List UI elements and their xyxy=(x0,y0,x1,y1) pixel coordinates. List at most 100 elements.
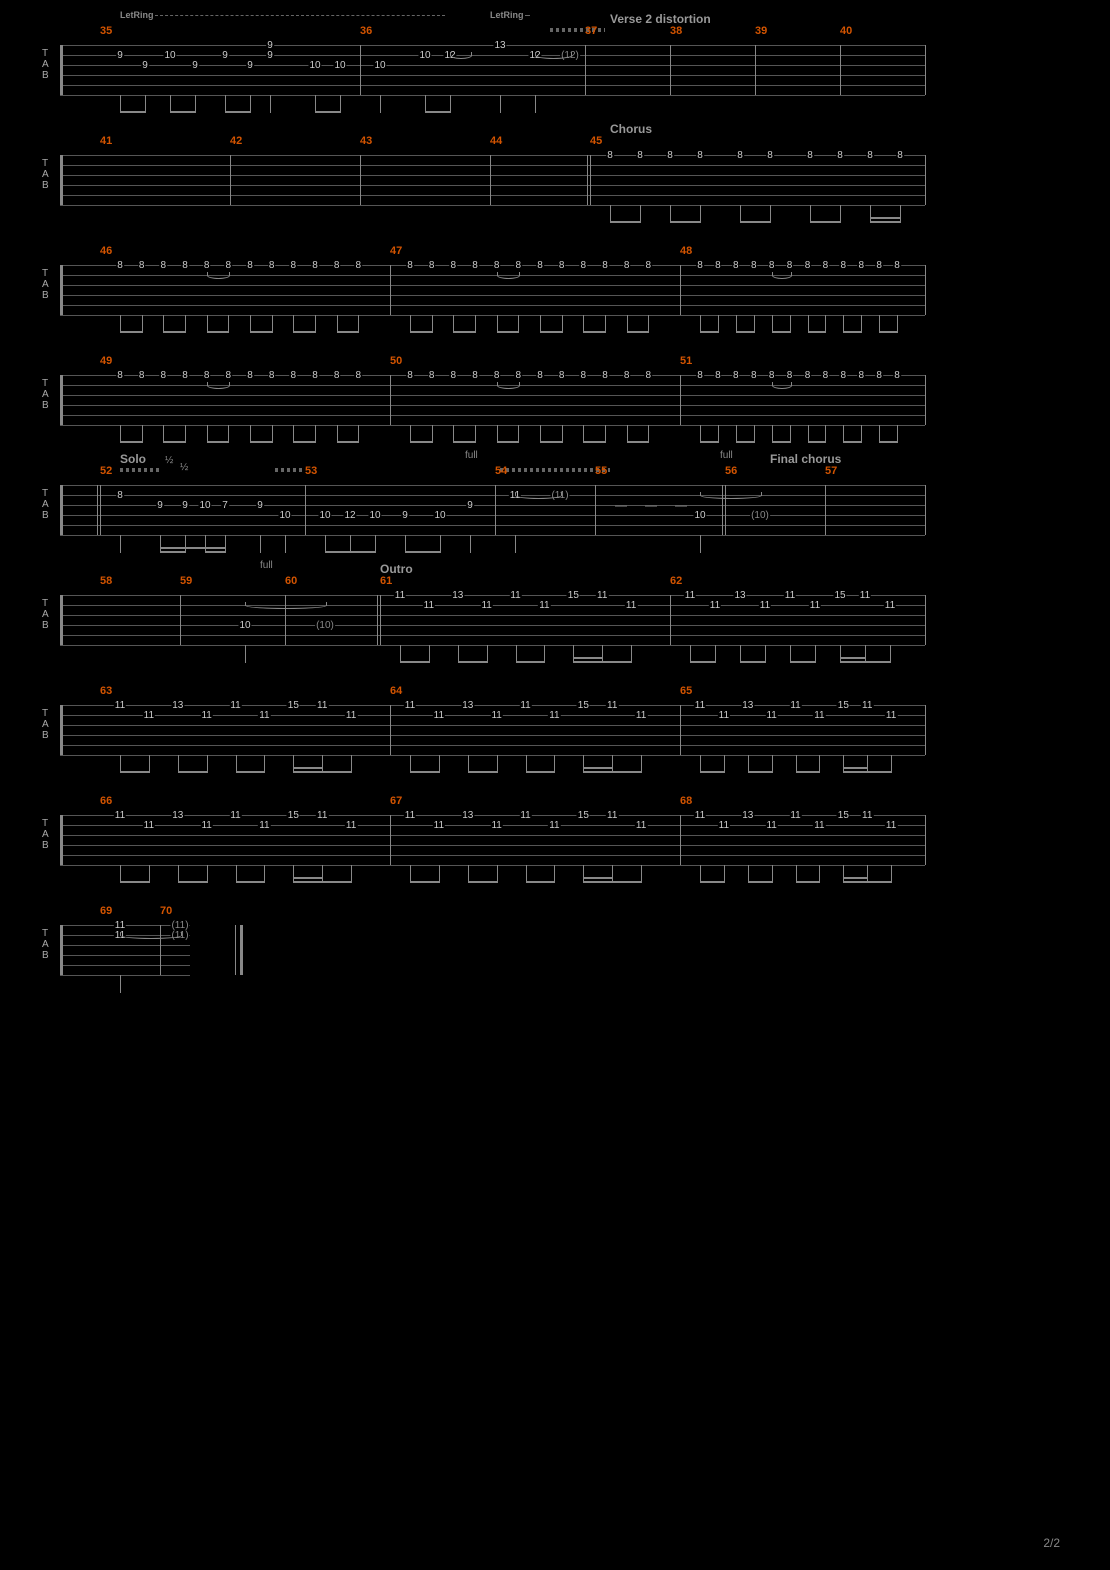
note-stem xyxy=(648,315,649,333)
note-stem xyxy=(440,535,441,553)
note-stem xyxy=(470,535,471,553)
barline xyxy=(390,375,391,425)
fret-number: 8 xyxy=(786,260,794,271)
tab-staff: TAB6311111311111115111164111113111111151… xyxy=(50,700,925,760)
fret-number: 8 xyxy=(580,370,588,381)
beam xyxy=(207,441,229,443)
beam xyxy=(526,771,555,773)
measure-number: 52 xyxy=(100,465,112,477)
fret-number: 11 xyxy=(143,820,155,831)
beam xyxy=(405,551,440,553)
barline-double xyxy=(377,595,378,645)
fret-number: 11 xyxy=(784,590,796,601)
barline xyxy=(360,155,361,205)
note-stem xyxy=(718,425,719,443)
fret-number: 11 xyxy=(229,700,241,711)
fret-number: 10 xyxy=(238,620,251,631)
stems-layer xyxy=(60,975,190,1000)
note-stem xyxy=(562,425,563,443)
fret-number: 8 xyxy=(875,260,883,271)
measure-number: 56 xyxy=(725,465,737,477)
barline xyxy=(585,45,586,95)
beam xyxy=(808,331,826,333)
string-line xyxy=(60,955,190,956)
beam xyxy=(627,331,649,333)
tab-system: ChorusTAB41424344458888888888 xyxy=(50,150,1060,210)
barline xyxy=(670,595,671,645)
fret-number: 13 xyxy=(741,700,754,711)
beam xyxy=(670,221,700,223)
fret-number: 11 xyxy=(143,710,155,721)
fret-number: 11 xyxy=(200,820,212,831)
barline xyxy=(230,155,231,205)
fret-number: 15 xyxy=(837,810,850,821)
note-stem xyxy=(272,315,273,333)
fret-number: 10 xyxy=(368,510,381,521)
fret-number: 11 xyxy=(709,600,721,611)
fret-number: 11 xyxy=(813,710,825,721)
note-stem xyxy=(790,425,791,443)
measure-number: 42 xyxy=(230,135,242,147)
letring-label: LetRing xyxy=(120,10,154,20)
vibrato-wavy xyxy=(120,468,160,472)
barline xyxy=(390,815,391,865)
fret-number: 11 xyxy=(509,590,521,601)
fret-number: 8 xyxy=(406,370,414,381)
bend-label: ½ xyxy=(180,462,188,473)
fret-number: 15 xyxy=(287,810,300,821)
measure-number: 57 xyxy=(825,465,837,477)
fret-number: 11 xyxy=(789,700,801,711)
beam xyxy=(410,881,439,883)
note-stem xyxy=(225,535,226,553)
barline xyxy=(925,265,926,315)
note-stem xyxy=(450,95,451,113)
fret-number: 8 xyxy=(160,370,168,381)
string-line xyxy=(60,845,925,846)
string-line xyxy=(60,745,925,746)
fret-number: 8 xyxy=(896,150,904,161)
note-stem xyxy=(700,535,701,553)
fret-number: 9 xyxy=(266,50,274,61)
note-stem xyxy=(380,95,381,113)
note-stem xyxy=(487,645,488,663)
fret-number: 15 xyxy=(837,700,850,711)
note-stem xyxy=(185,315,186,333)
fret-number: 8 xyxy=(203,370,211,381)
note-stem xyxy=(375,535,376,553)
barline xyxy=(390,705,391,755)
measure-number: 48 xyxy=(680,245,692,257)
vibrato-wavy xyxy=(275,468,305,472)
beam xyxy=(790,661,815,663)
fret-number: 8 xyxy=(181,370,189,381)
fret-number: 8 xyxy=(804,260,812,271)
note-stem xyxy=(825,425,826,443)
fret-number: 11 xyxy=(789,810,801,821)
note-stem xyxy=(518,315,519,333)
note-stem xyxy=(315,425,316,443)
beam xyxy=(120,771,149,773)
string-line xyxy=(60,635,925,636)
fret-number: 11 xyxy=(809,600,821,611)
string-line xyxy=(60,525,925,526)
fret-number: 11 xyxy=(538,600,550,611)
section-label: Chorus xyxy=(610,122,652,136)
fret-number: 9 xyxy=(181,500,189,511)
note-stem xyxy=(790,315,791,333)
measure-number: 35 xyxy=(100,25,112,37)
page-number: 2/2 xyxy=(1043,1536,1060,1550)
beam xyxy=(583,771,641,773)
beam xyxy=(740,661,765,663)
note-stem xyxy=(754,425,755,443)
fret-number: 11 xyxy=(625,600,637,611)
tie xyxy=(772,382,792,389)
fret-number: 8 xyxy=(806,150,814,161)
barline xyxy=(60,155,63,205)
fret-number: 10 xyxy=(418,50,431,61)
fret-number: 11 xyxy=(258,710,270,721)
fret-number: 8 xyxy=(601,370,609,381)
barline xyxy=(60,45,63,95)
note-stem xyxy=(891,865,892,883)
barline xyxy=(925,595,926,645)
tab-system: SoloFinal chorus½½fullfullTAB52899107910… xyxy=(50,480,1060,540)
fret-number: 13 xyxy=(461,700,474,711)
